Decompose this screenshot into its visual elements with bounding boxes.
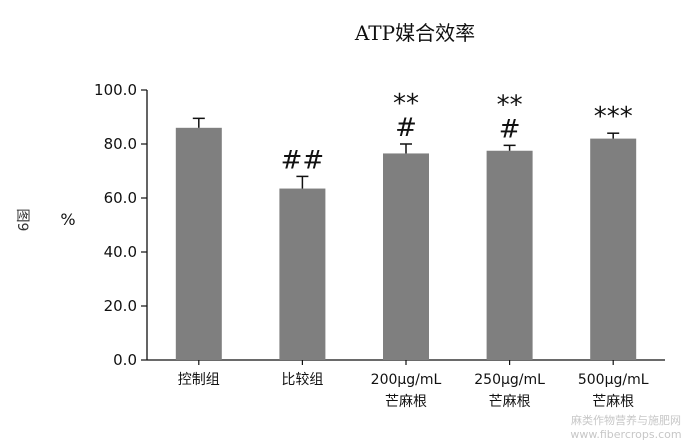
significance-marker: *** — [594, 102, 633, 132]
x-category-label: 控制组 — [178, 372, 220, 388]
y-tick-label: 40.0 — [104, 243, 137, 261]
y-tick-label: 80.0 — [104, 135, 137, 153]
figure-label: 图9 — [14, 209, 30, 232]
y-tick-label: 0.0 — [113, 351, 137, 369]
y-tick-label: 20.0 — [104, 297, 137, 315]
bar — [486, 150, 533, 360]
y-axis-label: % — [60, 210, 75, 229]
bar — [383, 153, 429, 360]
chart-title: ATP媒合效率 — [354, 21, 475, 45]
x-category-label: 500μg/mL — [578, 372, 649, 388]
significance-marker: ## — [281, 145, 325, 175]
significance-marker: ** — [497, 90, 523, 120]
y-tick-label: 60.0 — [104, 189, 137, 207]
x-category-label: 比较组 — [281, 372, 323, 388]
bar — [175, 127, 222, 360]
plot-area: 0.020.040.060.080.0100.0控制组##比较组#**200μg… — [94, 81, 665, 410]
x-category-label: 芒麻根 — [489, 394, 531, 410]
bar — [279, 188, 326, 360]
bar — [590, 138, 637, 360]
x-category-label: 芒麻根 — [592, 394, 634, 410]
x-category-label: 200μg/mL — [371, 372, 442, 388]
watermark-line-1: 麻类作物营养与施肥网 — [571, 413, 681, 427]
significance-marker: ** — [393, 89, 419, 119]
watermark-line-2: www.fibercrops.com — [570, 428, 681, 441]
x-category-label: 芒麻根 — [385, 394, 427, 410]
significance-marker: # — [499, 114, 521, 144]
x-category-label: 250μg/mL — [474, 372, 545, 388]
y-tick-label: 100.0 — [94, 81, 137, 99]
significance-marker: # — [395, 113, 417, 143]
